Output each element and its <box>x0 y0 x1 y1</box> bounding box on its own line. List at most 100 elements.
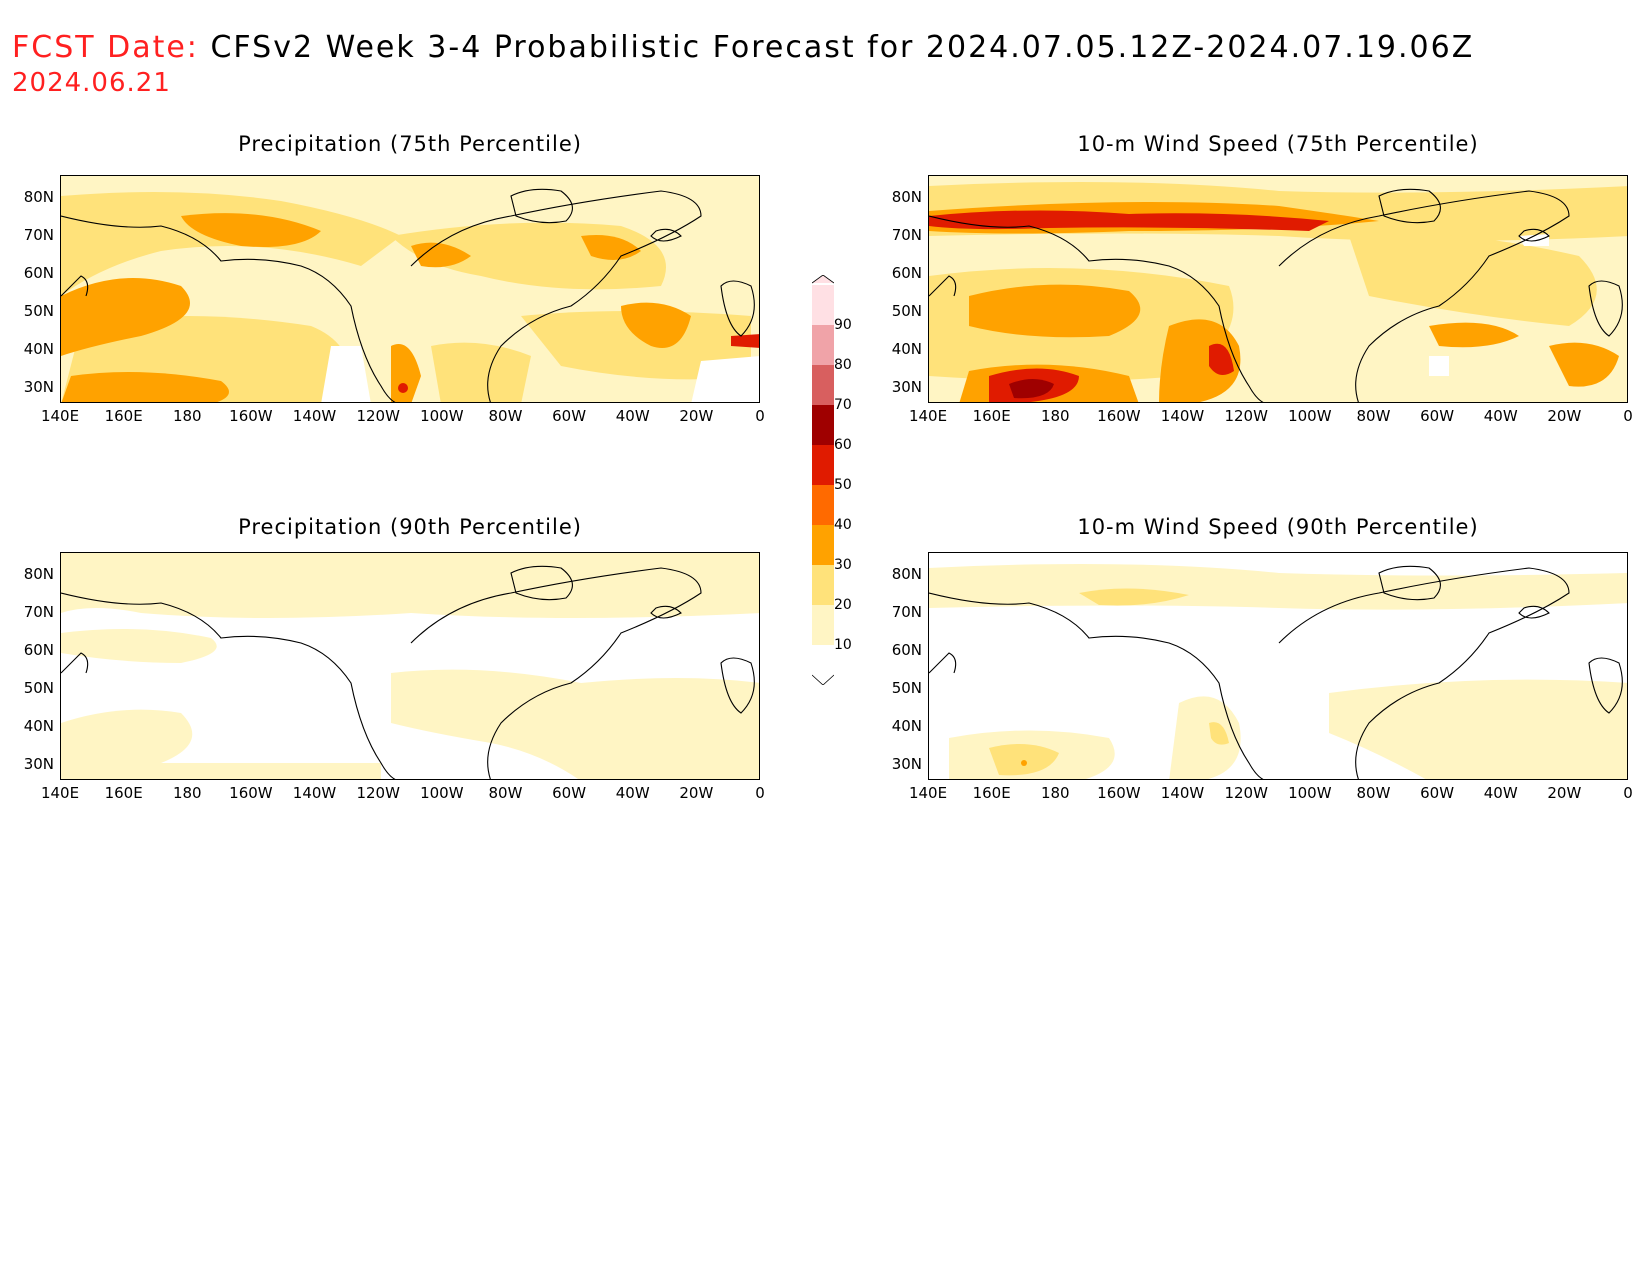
map-precip-75 <box>60 175 760 403</box>
lat-tick-label: 40N <box>891 717 922 735</box>
colorbar-level-label: 50 <box>834 477 852 493</box>
coastlines <box>61 188 755 402</box>
colorbar-bottom-arrow <box>812 674 834 685</box>
header-prefix: FCST Date: <box>12 30 199 65</box>
lon-tick-label: 100W <box>420 407 464 425</box>
lon-tick-label: 40W <box>615 407 650 425</box>
lat-tick-label: 30N <box>891 755 922 773</box>
colorbar-level-label: 20 <box>834 597 852 613</box>
lon-tick-label: 140W <box>1160 407 1205 425</box>
lon-tick-label: 140W <box>292 407 337 425</box>
lat-tick-label: 70N <box>23 226 54 244</box>
lon-tick-label: 140E <box>40 784 80 802</box>
colorbar-swatch <box>812 605 834 645</box>
lat-tick-label: 60N <box>891 264 922 282</box>
map-wind-90 <box>928 552 1628 780</box>
lon-tick-label: 180 <box>1040 784 1070 802</box>
lat-tick-label: 40N <box>23 717 54 735</box>
lon-tick-label: 160W <box>229 407 273 425</box>
lon-tick-label: 0 <box>1623 784 1633 802</box>
colorbar-level-label: 60 <box>834 437 852 453</box>
lon-tick-label: 80W <box>488 784 523 802</box>
lon-tick-label: 20W <box>679 784 714 802</box>
lon-tick-label: 140E <box>908 784 948 802</box>
lat-tick-label: 70N <box>23 603 54 621</box>
lon-tick-label: 100W <box>1288 784 1332 802</box>
lat-tick-label: 50N <box>891 679 922 697</box>
colorbar-level-label: 90 <box>834 317 852 333</box>
lon-tick-label: 140W <box>292 784 337 802</box>
lat-tick-label: 60N <box>23 641 54 659</box>
lon-tick-label: 140E <box>908 407 948 425</box>
colorbar-level-label: 70 <box>834 397 852 413</box>
colorbar-swatch <box>812 365 834 405</box>
lon-tick-label: 60W <box>1420 407 1455 425</box>
no-signal-region <box>321 346 759 402</box>
lat-tick-label: 40N <box>891 340 922 358</box>
lat-tick-label: 80N <box>23 565 54 583</box>
lon-tick-label: 160W <box>1097 784 1141 802</box>
lon-tick-label: 160W <box>1097 407 1141 425</box>
colorbar-swatch <box>812 405 834 445</box>
colorbar-swatch <box>812 445 834 485</box>
lat-tick-label: 80N <box>23 188 54 206</box>
colorbar-swatch <box>812 325 834 365</box>
probability-shading-peak <box>398 334 759 393</box>
lat-tick-label: 70N <box>891 226 922 244</box>
forecast-date: 2024.06.21 <box>12 68 171 98</box>
lon-tick-label: 180 <box>172 784 202 802</box>
lon-tick-label: 140W <box>1160 784 1205 802</box>
colorbar-level-label: 40 <box>834 517 852 533</box>
lon-tick-label: 120W <box>356 784 400 802</box>
lat-tick-label: 30N <box>891 378 922 396</box>
lon-tick-label: 140E <box>40 407 80 425</box>
colorbar-swatch <box>812 525 834 565</box>
lat-tick-label: 60N <box>891 641 922 659</box>
lon-tick-label: 60W <box>1420 784 1455 802</box>
lon-tick-label: 0 <box>755 407 765 425</box>
map-precip-90 <box>60 552 760 780</box>
colorbar-swatch <box>812 485 834 525</box>
lon-tick-label: 100W <box>420 784 464 802</box>
panel-title-wind-90: 10-m Wind Speed (90th Percentile) <box>1077 515 1479 539</box>
lon-tick-label: 20W <box>1547 784 1582 802</box>
panel-title-precip-75: Precipitation (75th Percentile) <box>238 132 582 156</box>
lon-tick-label: 160E <box>972 407 1011 425</box>
lon-tick-label: 160E <box>972 784 1011 802</box>
lon-tick-label: 160W <box>229 784 273 802</box>
lon-tick-label: 0 <box>755 784 765 802</box>
lon-tick-label: 120W <box>356 407 400 425</box>
colorbar-level-label: 10 <box>834 637 852 653</box>
lon-tick-label: 80W <box>1356 784 1391 802</box>
lon-tick-label: 40W <box>1483 407 1518 425</box>
lon-tick-label: 40W <box>615 784 650 802</box>
lat-tick-label: 80N <box>891 565 922 583</box>
lon-tick-label: 20W <box>679 407 714 425</box>
map-wind-75 <box>928 175 1628 403</box>
lon-tick-label: 180 <box>172 407 202 425</box>
lon-tick-label: 20W <box>1547 407 1582 425</box>
lat-tick-label: 60N <box>23 264 54 282</box>
lon-tick-label: 60W <box>552 407 587 425</box>
lon-tick-label: 60W <box>552 784 587 802</box>
lon-tick-label: 180 <box>1040 407 1070 425</box>
lat-tick-label: 50N <box>23 302 54 320</box>
colorbar-swatch <box>812 565 834 605</box>
lon-tick-label: 80W <box>1356 407 1391 425</box>
lat-tick-label: 40N <box>23 340 54 358</box>
figure-header: FCST Date: CFSv2 Week 3-4 Probabilistic … <box>12 30 1474 65</box>
lat-tick-label: 50N <box>891 302 922 320</box>
lon-tick-label: 80W <box>488 407 523 425</box>
panel-title-precip-90: Precipitation (90th Percentile) <box>238 515 582 539</box>
lat-tick-label: 30N <box>23 378 54 396</box>
lon-tick-label: 120W <box>1224 407 1268 425</box>
colorbar-level-label: 80 <box>834 357 852 373</box>
lon-tick-label: 160E <box>104 407 143 425</box>
lat-tick-label: 70N <box>891 603 922 621</box>
lon-tick-label: 100W <box>1288 407 1332 425</box>
colorbar-swatch <box>812 285 834 325</box>
colorbar-top-arrow <box>812 275 834 284</box>
lon-tick-label: 40W <box>1483 784 1518 802</box>
lat-tick-label: 30N <box>23 755 54 773</box>
lon-tick-label: 0 <box>1623 407 1633 425</box>
